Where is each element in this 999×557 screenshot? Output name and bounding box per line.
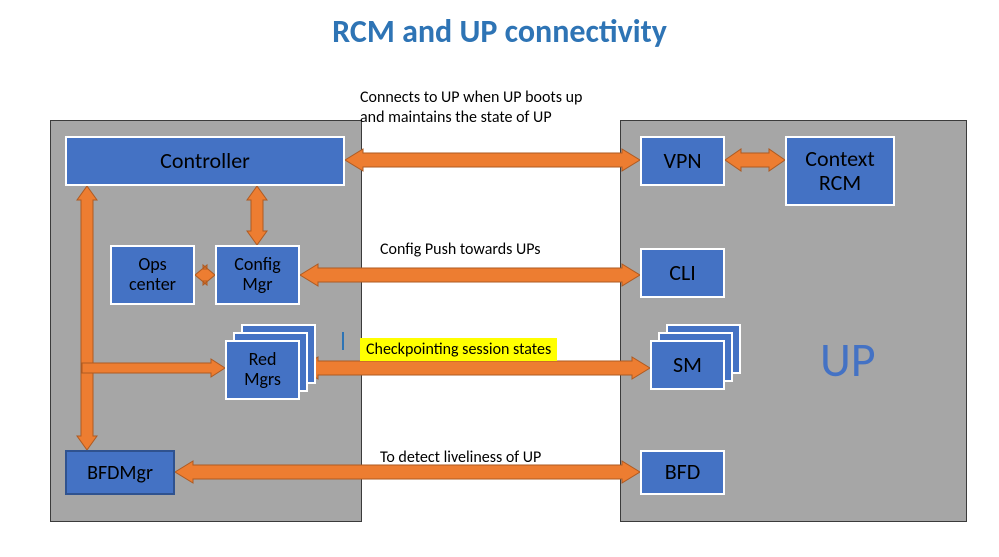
node-bfd: BFD	[640, 450, 725, 495]
node-context-rcm: Context RCM	[785, 136, 895, 206]
node-vpn: VPN	[640, 136, 725, 186]
up-region-label: UP	[820, 330, 876, 389]
label-connects: Connects to UP when UP boots up and main…	[360, 88, 582, 128]
node-config-mgr: Config Mgr	[215, 245, 300, 305]
diagram-title: RCM and UP connectivity	[0, 12, 999, 51]
node-ctx-label: Context RCM	[805, 147, 874, 195]
node-cli: CLI	[640, 248, 725, 298]
node-bfd-label: BFD	[665, 460, 701, 484]
node-sm: SM	[650, 340, 725, 390]
label-config-push: Config Push towards UPs	[380, 240, 541, 260]
node-bfdmgr: BFDMgr	[65, 450, 175, 495]
node-ops-label: Ops center	[129, 255, 176, 295]
node-config-label: Config Mgr	[234, 255, 280, 295]
node-vpn-label: VPN	[663, 149, 701, 173]
node-ops-center: Ops center	[110, 245, 195, 305]
node-bfdmgr-label: BFDMgr	[87, 462, 153, 484]
node-controller: Controller	[65, 136, 345, 186]
label-checkpointing: Checkpointing session states	[360, 338, 557, 361]
node-cli-label: CLI	[669, 261, 696, 285]
node-red-label: Red Mgrs	[244, 350, 281, 390]
node-sm-label: SM	[673, 353, 702, 377]
label-liveliness: To detect liveliness of UP	[380, 448, 541, 468]
node-controller-label: Controller	[160, 149, 250, 173]
node-red-mgrs: Red Mgrs	[225, 340, 300, 400]
text-cursor	[342, 332, 344, 350]
